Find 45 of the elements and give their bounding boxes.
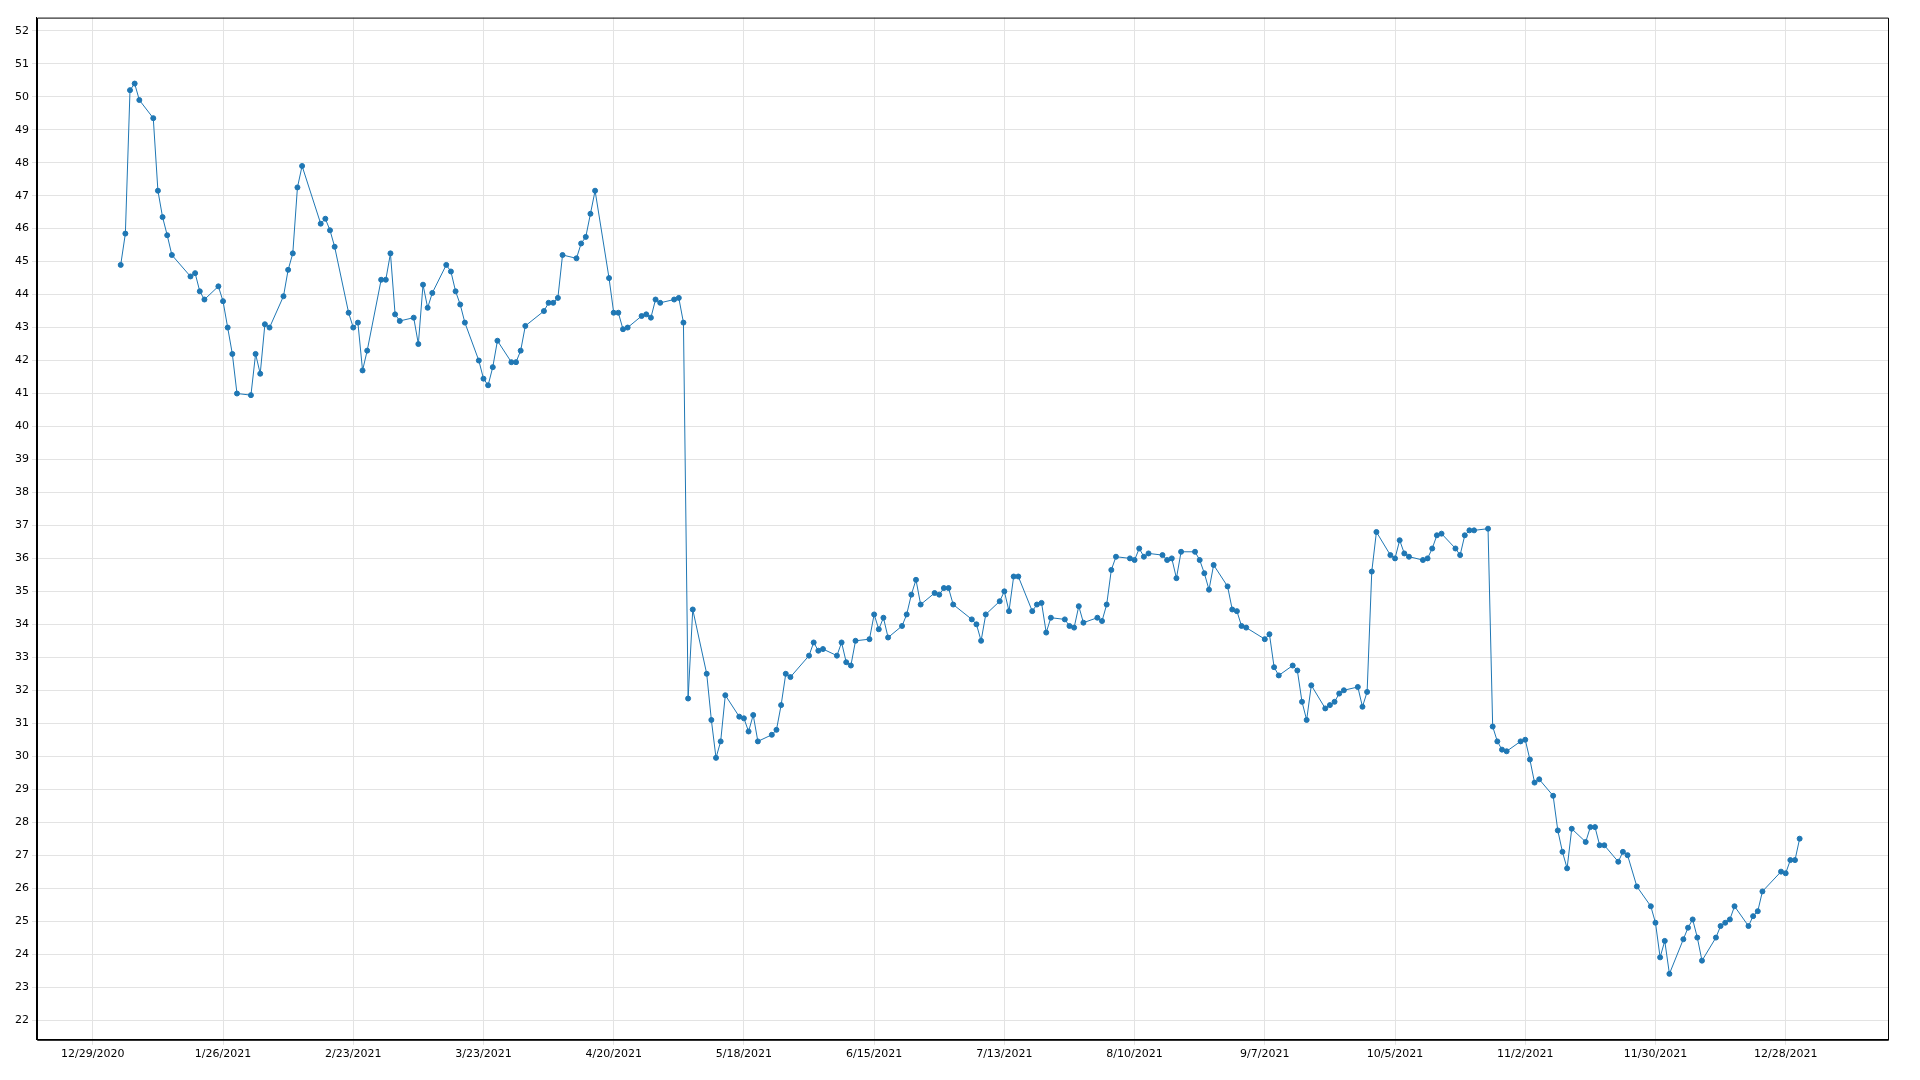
y-tick-label: 47 (15, 188, 29, 202)
y-tick-label: 43 (15, 320, 29, 334)
y-tick-label: 49 (15, 122, 29, 136)
y-tick-label: 42 (15, 353, 29, 367)
y-tick-label: 41 (15, 386, 29, 400)
y-tick-label: 33 (15, 650, 29, 664)
y-tick-label: 38 (15, 485, 29, 499)
x-tick-label: 11/30/2021 (1623, 1047, 1688, 1061)
y-tick-label: 48 (15, 155, 29, 169)
x-tick-label: 12/29/2020 (61, 1047, 125, 1061)
y-tick-label: 34 (15, 617, 29, 631)
y-tick-label: 24 (15, 946, 29, 960)
x-tick-label: 12/28/2021 (1753, 1047, 1818, 1061)
x-tick-label: 4/20/2021 (585, 1047, 642, 1061)
x-tick-label: 1/26/2021 (194, 1047, 252, 1061)
y-tick-label: 31 (15, 716, 29, 730)
y-tick-label: 30 (15, 749, 29, 763)
y-tick-label: 25 (15, 913, 29, 927)
x-tick-label: 9/7/2021 (1240, 1047, 1290, 1061)
x-tick-label: 2/23/2021 (325, 1047, 382, 1061)
y-tick-label: 40 (15, 419, 29, 433)
y-tick-label: 50 (15, 89, 29, 103)
y-tick-label: 39 (15, 452, 29, 466)
x-tick-label: 3/23/2021 (455, 1047, 512, 1061)
y-tick-label: 37 (15, 518, 29, 532)
y-tick-label: 36 (15, 551, 29, 565)
x-tick-label: 7/13/2021 (976, 1047, 1033, 1061)
y-tick-label: 27 (15, 848, 29, 861)
x-tick-label: 11/2/2021 (1497, 1047, 1554, 1061)
y-tick-label: 26 (15, 880, 29, 894)
y-tick-label: 46 (15, 221, 29, 235)
y-tick-label: 44 (15, 287, 29, 301)
y-tick-label: 51 (15, 56, 29, 70)
y-tick-label: 22 (15, 1012, 29, 1026)
y-tick-label: 29 (15, 782, 29, 796)
y-tick-label: 23 (15, 979, 29, 993)
x-tick-label: 8/10/2021 (1106, 1047, 1163, 1061)
y-tick-label: 28 (15, 815, 29, 829)
y-tick-label: 32 (15, 683, 29, 697)
y-tick-label: 52 (15, 23, 29, 37)
y-tick-label: 45 (15, 254, 29, 268)
x-tick-label: 5/18/2021 (715, 1047, 773, 1061)
x-tick-label: 6/15/2021 (845, 1047, 903, 1061)
x-tick-label: 10/5/2021 (1366, 1047, 1424, 1061)
y-tick-label: 35 (15, 584, 29, 598)
